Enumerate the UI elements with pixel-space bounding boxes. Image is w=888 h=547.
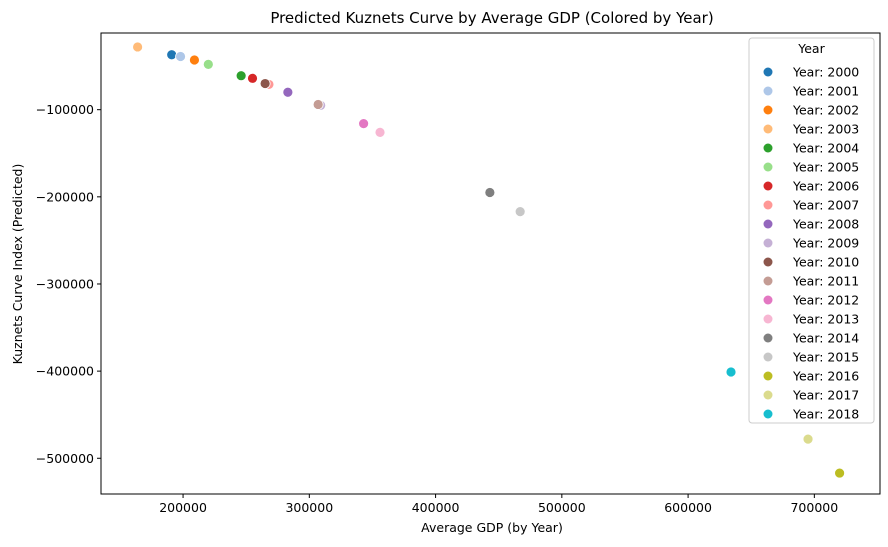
legend-marker bbox=[763, 181, 773, 191]
legend-entry: Year: 2018 bbox=[792, 407, 859, 422]
plot-frame bbox=[100, 32, 881, 495]
data-point bbox=[259, 78, 271, 89]
legend-entry: Year: 2006 bbox=[792, 179, 859, 194]
data-point bbox=[514, 206, 526, 218]
data-point bbox=[175, 51, 186, 62]
legend-entry: Year: 2009 bbox=[792, 236, 859, 251]
data-point bbox=[312, 99, 324, 110]
data-point bbox=[282, 86, 294, 98]
data-point bbox=[247, 72, 258, 84]
x-axis-label: Average GDP (by Year) bbox=[421, 520, 563, 535]
legend-marker bbox=[763, 276, 773, 286]
legend-entry: Year: 2015 bbox=[792, 350, 859, 365]
legend-entry: Year: 2013 bbox=[792, 312, 859, 327]
legend-entry: Year: 2016 bbox=[792, 369, 859, 384]
legend-entry: Year: 2012 bbox=[792, 293, 859, 308]
legend-marker bbox=[763, 219, 773, 229]
data-point bbox=[358, 118, 370, 130]
legend-box bbox=[748, 37, 875, 424]
legend: Year Year: 2000 Year: 2001 Year: 2002 Year: … bbox=[748, 37, 875, 424]
y-axis-label: Kuznets Curve Index (Predicted) bbox=[10, 164, 25, 365]
legend-marker bbox=[763, 105, 773, 115]
legend-marker bbox=[763, 390, 773, 400]
y-tick-label: −500000 bbox=[36, 451, 94, 466]
y-tick-label: −400000 bbox=[36, 364, 94, 379]
chart-title: Predicted Kuznets Curve by Average GDP (… bbox=[270, 9, 713, 27]
legend-marker bbox=[763, 124, 773, 134]
legend-marker bbox=[763, 257, 773, 267]
legend-marker bbox=[763, 162, 773, 172]
legend-marker bbox=[763, 67, 773, 77]
legend-entry: Year: 2014 bbox=[792, 331, 859, 346]
legend-marker bbox=[763, 314, 773, 324]
x-tick-label: 300000 bbox=[285, 500, 333, 515]
legend-entry: Year: 2010 bbox=[792, 255, 859, 270]
data-point bbox=[484, 187, 496, 198]
data-point bbox=[202, 58, 214, 70]
legend-marker bbox=[763, 295, 773, 305]
data-point bbox=[834, 467, 845, 479]
x-tick-label: 500000 bbox=[538, 500, 586, 515]
data-point bbox=[802, 433, 814, 445]
legend-marker bbox=[763, 409, 773, 419]
legend-title: Year bbox=[797, 41, 825, 56]
data-point bbox=[235, 70, 247, 82]
legend-marker bbox=[763, 333, 773, 343]
data-point bbox=[189, 54, 200, 66]
legend-entry: Year: 2001 bbox=[792, 84, 859, 99]
legend-entry: Year: 2011 bbox=[792, 274, 859, 289]
legend-marker bbox=[763, 200, 773, 210]
data-point bbox=[132, 41, 144, 53]
x-tick-label: 700000 bbox=[790, 500, 838, 515]
legend-marker bbox=[763, 371, 773, 381]
legend-marker bbox=[763, 238, 773, 248]
y-tick-label: −100000 bbox=[36, 102, 94, 117]
legend-marker bbox=[763, 143, 773, 153]
x-tick-label: 400000 bbox=[412, 500, 460, 515]
legend-entry: Year: 2005 bbox=[792, 160, 859, 175]
data-point bbox=[725, 366, 737, 378]
legend-entry: Year: 2000 bbox=[792, 65, 859, 80]
y-tick-label: −200000 bbox=[36, 189, 94, 204]
legend-entry: Year: 2017 bbox=[792, 388, 859, 403]
plot-area: 200000 300000 400000 500000 600000 700000 −100… bbox=[36, 32, 881, 515]
legend-marker bbox=[763, 86, 773, 96]
legend-entry: Year: 2004 bbox=[792, 141, 859, 156]
legend-entry: Year: 2008 bbox=[792, 217, 859, 232]
x-tick-label: 600000 bbox=[664, 500, 712, 515]
legend-entry: Year: 2003 bbox=[792, 122, 859, 137]
legend-entry: Year: 2007 bbox=[792, 198, 859, 213]
data-point bbox=[374, 126, 386, 138]
x-tick-label: 200000 bbox=[159, 500, 207, 515]
data-point bbox=[166, 49, 178, 61]
legend-entry: Year: 2002 bbox=[792, 103, 859, 118]
legend-marker bbox=[763, 352, 773, 362]
y-tick-label: −300000 bbox=[36, 276, 94, 291]
